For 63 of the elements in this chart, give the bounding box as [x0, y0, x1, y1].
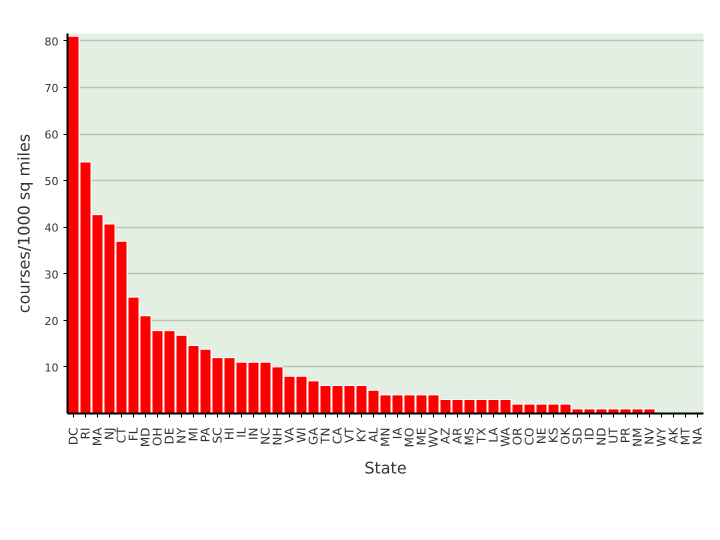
- y-tick-label: 30: [44, 268, 59, 282]
- x-tick-label: ME: [414, 428, 428, 446]
- x-tick-label: IL: [234, 427, 248, 438]
- x-tick-label: KS: [546, 427, 560, 443]
- x-tick-label: NV: [642, 426, 656, 445]
- x-tick-label: WV: [426, 426, 440, 448]
- x-tick-label: MO: [402, 427, 416, 448]
- x-tick-label: NC: [258, 427, 272, 445]
- x-tick-label: VA: [282, 426, 296, 444]
- x-tick-label: KY: [354, 426, 368, 442]
- x-tick-label: SD: [570, 428, 584, 444]
- x-tick-label: CA: [330, 426, 344, 444]
- x-tick-label: WI: [294, 428, 308, 443]
- x-tick-label: AL: [366, 427, 380, 442]
- x-tick-label: DE: [162, 427, 176, 444]
- x-tick-label: NH: [270, 428, 284, 446]
- x-tick-label: AZ: [438, 427, 452, 444]
- x-tick-label: WA: [498, 426, 512, 447]
- x-tick-label: MT: [678, 426, 692, 446]
- x-tick-label: VT: [342, 426, 356, 444]
- y-tick-label: 60: [44, 128, 59, 142]
- x-tick-label: HI: [222, 428, 236, 440]
- x-tick-label: AK: [666, 426, 680, 444]
- x-tick-label: NJ: [102, 428, 116, 440]
- x-tick-label: ND: [594, 428, 608, 446]
- x-tick-label: IA: [390, 426, 404, 440]
- x-tick-label: FL: [126, 427, 140, 442]
- x-tick-label: OR: [510, 427, 524, 446]
- x-tick-label: MA: [90, 426, 104, 446]
- y-tick-label: 50: [44, 175, 59, 188]
- x-tick-label: OH: [150, 428, 164, 446]
- x-tick-label: NM: [630, 427, 644, 447]
- x-tick-label: MI: [186, 427, 200, 442]
- x-axis-title: State: [364, 458, 407, 478]
- x-tick-label: RI: [78, 427, 92, 440]
- y-tick-label: 70: [44, 82, 59, 96]
- x-tick-label: SC: [210, 427, 224, 444]
- x-tick-label: MS: [462, 427, 476, 446]
- x-tick-label: GA: [306, 426, 320, 446]
- x-tick-label: PR: [618, 427, 632, 444]
- x-tick-label: WY: [654, 426, 668, 447]
- x-tick-label: MD: [138, 428, 152, 448]
- x-tick-label: NA: [690, 426, 704, 445]
- x-tick-label: CO: [522, 427, 536, 446]
- x-tick-label: NE: [534, 427, 548, 444]
- x-tick-label: IN: [246, 428, 260, 440]
- x-tick-label: AR: [450, 428, 464, 444]
- y-tick-label: 10: [44, 361, 59, 374]
- x-tick-label: TN: [318, 427, 332, 445]
- y-tick-label: 20: [44, 314, 59, 328]
- x-tick-label: OK: [558, 426, 572, 445]
- y-tick-label: 40: [44, 222, 59, 235]
- x-tick-label: LA: [486, 426, 500, 443]
- x-tick-label: ID: [582, 428, 596, 440]
- x-tick-label: TX: [474, 427, 488, 444]
- y-axis-title: courses/1000 sq miles: [14, 134, 34, 314]
- x-tick-label: UT: [606, 426, 620, 444]
- x-tick-label: PA: [198, 426, 212, 442]
- x-tick-label: DC: [66, 427, 80, 446]
- x-tick-label: MN: [378, 427, 392, 447]
- x-tick-label: NY: [174, 426, 188, 444]
- y-tick-label: 80: [44, 35, 59, 48]
- x-tick-label: CT: [114, 426, 128, 444]
